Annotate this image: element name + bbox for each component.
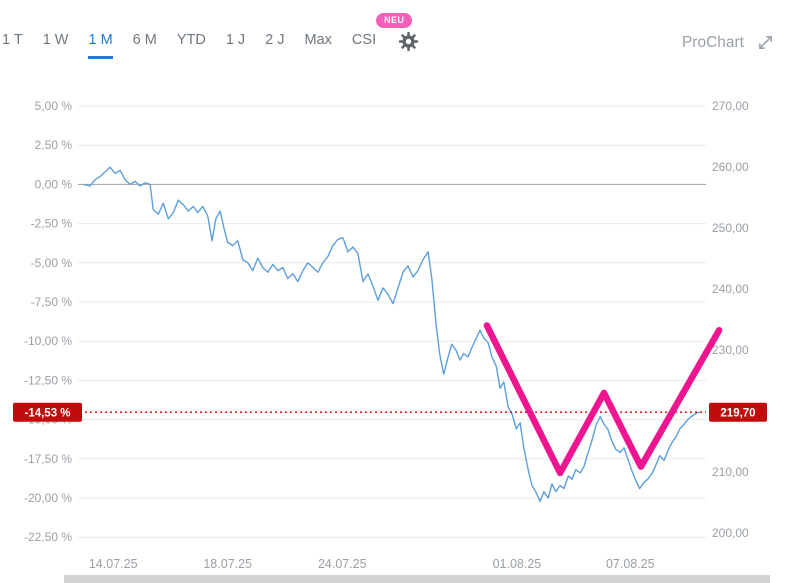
chart-toolbar: 1 T 1 W 1 M 6 M YTD 1 J 2 J Max CSI NEU — [0, 13, 794, 60]
range-tab-1w[interactable]: 1 W — [43, 26, 69, 59]
left-axis-tick-label: -2,50 % — [31, 217, 73, 231]
w-pattern-annotation[interactable] — [483, 322, 723, 477]
right-axis-tick-label: 230,00 — [712, 343, 749, 357]
settings-control: NEU — [376, 13, 421, 57]
price-line-series — [82, 166, 700, 502]
expand-icon — [759, 36, 772, 49]
x-axis-date-label: 07.08.25 — [606, 557, 655, 571]
left-axis-tick-label: -7,50 % — [31, 295, 73, 309]
range-tab-1m[interactable]: 1 M — [88, 26, 113, 59]
expand-button[interactable] — [755, 32, 776, 53]
right-axis-tick-label: 210,00 — [712, 465, 749, 479]
current-percent-badge — [13, 402, 82, 422]
range-tab-1j[interactable]: 1 J — [226, 26, 245, 59]
right-axis-tick-label: 200,00 — [712, 526, 749, 540]
left-axis-tick-label: 5,00 % — [35, 99, 73, 113]
left-axis-tick-label: -17,50 % — [24, 452, 72, 466]
x-axis-date-label: 18.07.25 — [203, 557, 252, 571]
left-axis-tick-label: -12,50 % — [24, 373, 72, 387]
range-tabs: 1 T 1 W 1 M 6 M YTD 1 J 2 J Max CSI — [0, 26, 386, 59]
left-axis-tick-label: 0,00 % — [35, 177, 73, 191]
left-axis-tick-label: -20,00 % — [24, 491, 72, 505]
right-axis-tick-label: 250,00 — [712, 221, 749, 235]
x-axis-date-label: 01.08.25 — [493, 557, 542, 571]
range-tab-6m[interactable]: 6 M — [133, 26, 157, 59]
prochart-group: ProChart — [682, 32, 794, 53]
right-axis-tick-label: 270,00 — [712, 99, 749, 113]
current-price-badge — [709, 402, 767, 422]
x-axis-date-label: 14.07.25 — [89, 557, 138, 571]
prochart-label: ProChart — [681, 33, 744, 51]
range-tab-max[interactable]: Max — [305, 26, 332, 59]
left-axis-tick-label: -5,00 % — [31, 256, 73, 270]
left-axis-tick-label: -22,50 % — [24, 530, 72, 544]
current-percent-badge-label: -14,53 % — [24, 407, 70, 419]
right-axis-tick-label: 240,00 — [712, 282, 749, 296]
right-axis-tick-label: 260,00 — [712, 160, 749, 174]
range-tab-2j[interactable]: 2 J — [265, 26, 284, 59]
left-axis-tick-label: 2,50 % — [35, 138, 73, 152]
neu-badge: NEU — [376, 13, 413, 28]
gear-icon — [398, 31, 419, 52]
range-tab-1t[interactable]: 1 T — [2, 26, 23, 59]
range-tab-csi[interactable]: CSI — [352, 26, 376, 59]
x-axis-date-label: 24.07.25 — [318, 557, 367, 571]
current-price-badge-label: 219,70 — [720, 407, 755, 419]
range-tab-ytd[interactable]: YTD — [177, 26, 206, 59]
bottom-panel-edge — [64, 575, 770, 583]
settings-button[interactable] — [396, 29, 421, 54]
left-axis-tick-label: -10,00 % — [24, 334, 72, 348]
